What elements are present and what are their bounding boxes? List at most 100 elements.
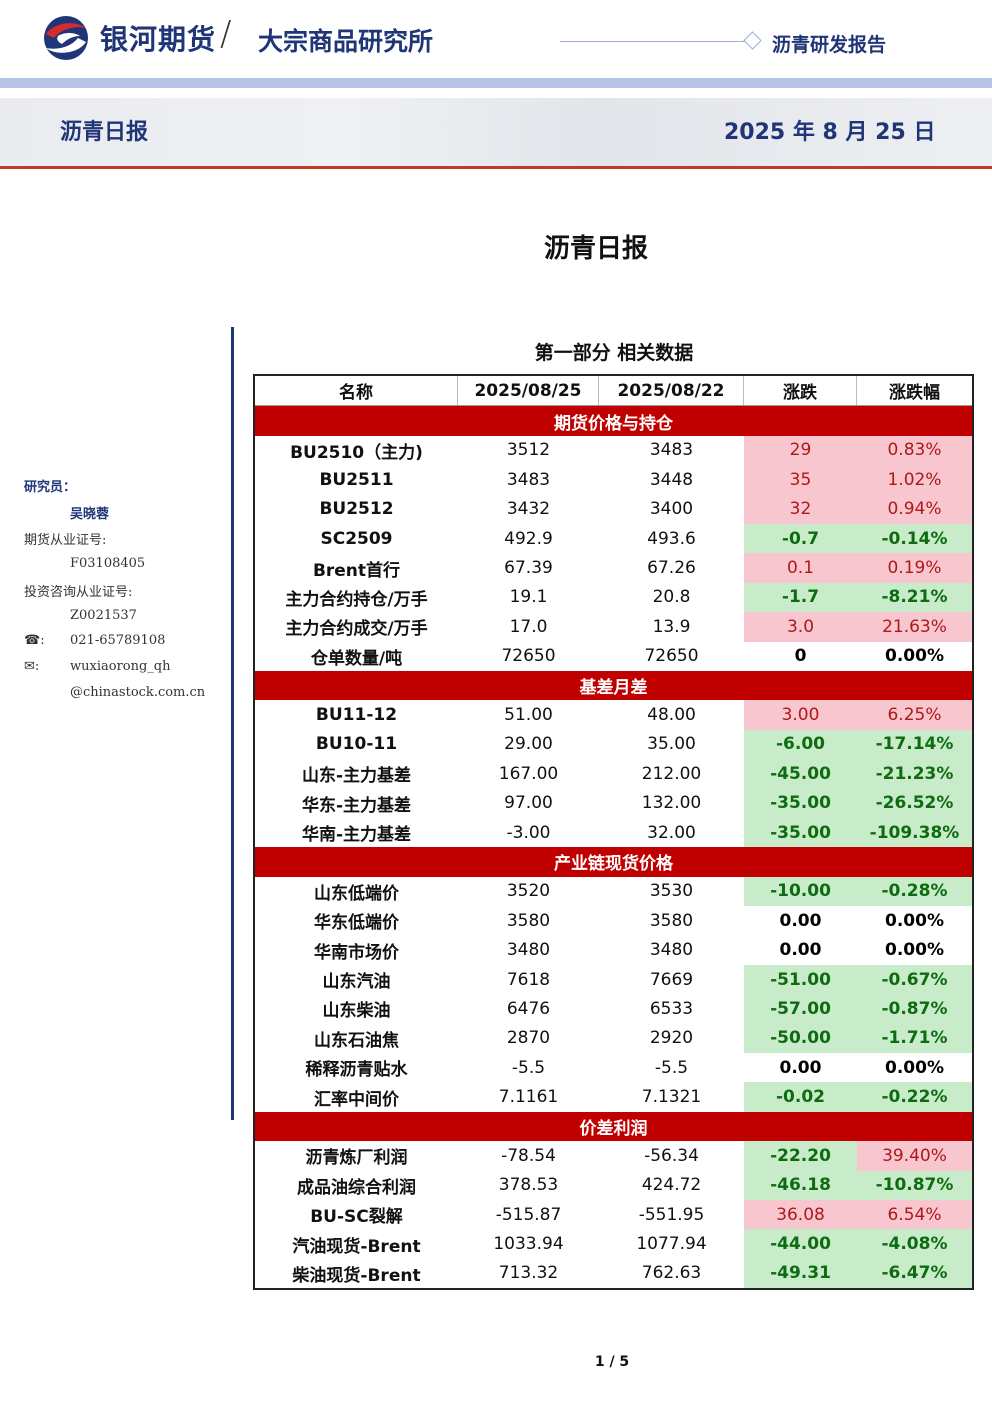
futures-license: F03108405 xyxy=(70,556,146,571)
cell-value-previous: 493.6 xyxy=(647,528,696,549)
cell-change: -44.00 xyxy=(744,1229,857,1259)
cell-value-current: 492.9 xyxy=(504,528,553,549)
page-header: 银河期货 / 大宗商品研究所 沥青研发报告 xyxy=(0,0,992,78)
table-section-header: 价差利润 xyxy=(255,1111,972,1142)
cell-change: -57.00 xyxy=(744,994,857,1024)
cell-value-current: 19.1 xyxy=(509,587,548,608)
report-type: 沥青研发报告 xyxy=(772,34,887,56)
cell-change: 0.1 xyxy=(744,553,857,583)
table-row: BU-SC裂解 -515.87 -551.95 36.08 6.54% xyxy=(255,1199,972,1230)
cell-value-current: -3.00 xyxy=(506,822,551,843)
cell-value-current: 3520 xyxy=(506,881,551,902)
email-line-2: @chinastock.com.cn xyxy=(70,685,206,700)
cell-value-previous: 762.63 xyxy=(641,1263,702,1284)
cell-name: 柴油现货-Brent xyxy=(292,1265,421,1286)
cell-change-pct: -0.67% xyxy=(857,964,972,995)
cell-change: -51.00 xyxy=(744,964,857,995)
table-row: 仓单数量/吨 72650 72650 0 0.00% xyxy=(255,642,972,671)
table-header-row: 名称 2025/08/25 2025/08/22 涨跌 涨跌幅 xyxy=(255,376,972,407)
cell-name: 仓单数量/吨 xyxy=(310,648,403,669)
consult-license-label: 投资咨询从业证号: xyxy=(24,585,133,600)
cell-change: 32 xyxy=(744,494,857,524)
table-section-header: 基差月差 xyxy=(255,670,972,701)
cell-value-previous: -56.34 xyxy=(644,1145,699,1166)
band-title: 沥青日报 xyxy=(60,120,149,145)
table-row: 汽油现货-Brent 1033.94 1077.94 -44.00 -4.08% xyxy=(255,1229,972,1259)
department-name: 大宗商品研究所 xyxy=(258,27,434,56)
cell-name: 主力合约成交/万手 xyxy=(285,619,428,640)
cell-value-current: 167.00 xyxy=(498,763,559,784)
cell-change: -1.7 xyxy=(744,582,857,613)
cell-value-previous: 13.9 xyxy=(652,616,691,637)
cell-change-pct: 0.00% xyxy=(885,940,944,961)
cell-name: 沥青炼厂利润 xyxy=(305,1148,408,1169)
cell-value-current: 3480 xyxy=(506,940,551,961)
table-row: BU2512 3432 3400 32 0.94% xyxy=(255,494,972,524)
cell-value-current: 378.53 xyxy=(498,1175,559,1196)
data-table: 名称 2025/08/25 2025/08/22 涨跌 涨跌幅 期货价格与持仓 B… xyxy=(253,374,974,1291)
cell-value-current: 51.00 xyxy=(504,704,553,725)
cell-value-current: 29.00 xyxy=(504,734,553,755)
cell-value-current: 713.32 xyxy=(498,1263,559,1284)
cell-name: 汇率中间价 xyxy=(314,1089,399,1110)
cell-name: BU10-11 xyxy=(315,734,398,755)
cell-change: -0.02 xyxy=(744,1082,857,1112)
cell-change-pct: -26.52% xyxy=(857,788,972,818)
cell-change-pct: -10.87% xyxy=(857,1170,972,1200)
cell-change-pct: -4.08% xyxy=(857,1229,972,1259)
cell-value-current: 2870 xyxy=(506,1028,551,1049)
cell-value-previous: 20.8 xyxy=(652,587,691,608)
cell-name: 山东低端价 xyxy=(314,883,399,904)
cell-value-previous: 424.72 xyxy=(641,1175,702,1196)
cell-name: 华东低端价 xyxy=(314,913,399,934)
cell-value-current: -5.5 xyxy=(511,1057,546,1078)
cell-value-previous: 3480 xyxy=(649,940,694,961)
cell-value-previous: 35.00 xyxy=(647,734,696,755)
cell-value-current: 3483 xyxy=(506,469,551,490)
cell-value-current: 6476 xyxy=(506,998,551,1019)
page-title: 沥青日报 xyxy=(543,234,648,264)
email-line-1: wuxiaorong_qh xyxy=(70,659,171,674)
cell-change-pct: -0.14% xyxy=(857,523,972,554)
cell-change: -0.7 xyxy=(744,523,857,554)
cell-name: 山东柴油 xyxy=(322,1001,391,1022)
cell-value-previous: 7.1321 xyxy=(641,1087,702,1108)
cell-change-pct: 39.40% xyxy=(857,1141,972,1171)
header-gray-band xyxy=(0,98,992,166)
cell-name: BU-SC裂解 xyxy=(310,1207,403,1228)
cell-value-current: 3432 xyxy=(506,499,551,520)
cell-name: 山东汽油 xyxy=(322,972,391,992)
cell-value-current: -78.54 xyxy=(501,1145,556,1166)
cell-change: -46.18 xyxy=(744,1170,857,1200)
cell-value-previous: 48.00 xyxy=(647,704,696,725)
table-row: 山东石油焦 2870 2920 -50.00 -1.71% xyxy=(255,1023,972,1053)
researcher-label: 研究员： xyxy=(24,480,77,495)
cell-change: -45.00 xyxy=(744,759,857,789)
phone-icon: ☎: xyxy=(24,633,45,648)
cell-change-pct: -1.71% xyxy=(857,1023,972,1053)
table-row: 成品油综合利润 378.53 424.72 -46.18 -10.87% xyxy=(255,1170,972,1200)
cell-change-pct: 0.00% xyxy=(885,910,944,931)
cell-name: BU11-12 xyxy=(315,704,398,725)
cell-value-current: 97.00 xyxy=(504,793,553,814)
cell-change-pct: 0.94% xyxy=(857,494,972,524)
cell-value-previous: 3530 xyxy=(649,881,694,902)
cell-change-pct: -0.22% xyxy=(857,1082,972,1112)
cell-change: -22.20 xyxy=(744,1141,857,1171)
table-row: 主力合约持仓/万手 19.1 20.8 -1.7 -8.21% xyxy=(255,582,972,613)
cell-change: -49.31 xyxy=(744,1258,857,1289)
cell-change: -35.00 xyxy=(744,788,857,818)
cell-value-current: 3580 xyxy=(506,910,551,931)
col-header-date1: 2025/08/25 xyxy=(458,376,599,406)
cell-value-previous: 2920 xyxy=(649,1028,694,1049)
cell-value-previous: -551.95 xyxy=(638,1204,705,1225)
futures-license-label: 期货从业证号: xyxy=(24,533,107,548)
phone-number: 021-65789108 xyxy=(70,633,166,648)
cell-change-pct: -8.21% xyxy=(857,582,972,613)
cell-value-current: 1033.94 xyxy=(493,1234,564,1255)
table-body: 期货价格与持仓 BU2510（主力) 3512 3483 29 0.83% BU2511 34… xyxy=(255,406,972,1289)
cell-change-pct: 0.00% xyxy=(885,1057,944,1078)
table-row: 华南-主力基差 -3.00 32.00 -35.00 -109.38% xyxy=(255,817,972,848)
cell-change: 0.00 xyxy=(779,910,822,931)
consult-license: Z0021537 xyxy=(70,608,137,623)
